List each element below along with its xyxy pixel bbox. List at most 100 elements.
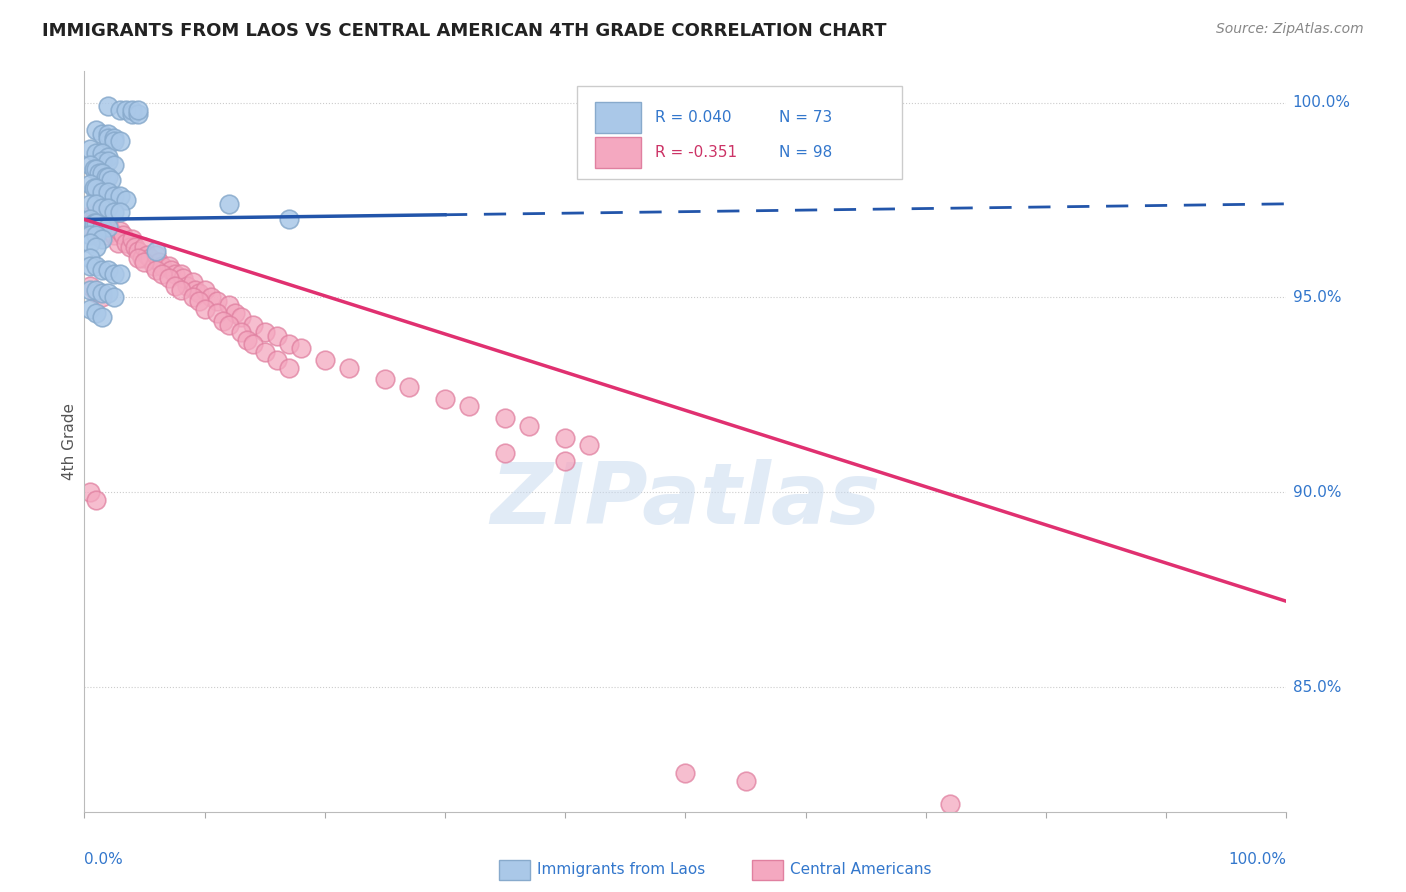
Point xyxy=(163,278,186,293)
FancyBboxPatch shape xyxy=(595,136,641,168)
Point xyxy=(86,283,108,297)
Point xyxy=(145,263,167,277)
Point xyxy=(86,286,108,301)
Point xyxy=(115,103,138,118)
Point xyxy=(184,283,207,297)
Point xyxy=(242,337,264,351)
Point xyxy=(229,310,252,324)
Text: Central Americans: Central Americans xyxy=(790,863,932,877)
Point xyxy=(79,197,101,211)
Point xyxy=(127,103,149,118)
Point xyxy=(86,259,108,273)
Point xyxy=(97,263,120,277)
Point xyxy=(103,189,125,203)
Point xyxy=(290,341,312,355)
Point xyxy=(86,197,108,211)
Point xyxy=(398,380,420,394)
Point xyxy=(86,123,108,137)
Point xyxy=(110,189,132,203)
Point xyxy=(97,201,120,215)
Point xyxy=(91,290,114,304)
Point xyxy=(87,166,110,180)
Point xyxy=(266,329,288,343)
Point xyxy=(94,227,117,242)
Point xyxy=(145,247,167,261)
Point xyxy=(91,185,114,199)
Point xyxy=(277,337,299,351)
Point xyxy=(103,290,125,304)
Text: ZIPatlas: ZIPatlas xyxy=(491,459,880,542)
Point xyxy=(79,252,101,266)
Point xyxy=(87,212,110,227)
Point xyxy=(211,314,233,328)
Point xyxy=(554,454,576,468)
Point xyxy=(939,797,962,811)
Point xyxy=(91,201,114,215)
Point xyxy=(86,181,108,195)
Point xyxy=(200,290,222,304)
Point xyxy=(91,310,114,324)
Point xyxy=(169,283,191,297)
Point xyxy=(91,220,114,235)
Point xyxy=(97,185,120,199)
Point xyxy=(86,216,108,230)
Point xyxy=(79,212,101,227)
Point xyxy=(229,326,252,340)
Point xyxy=(181,290,204,304)
Text: N = 98: N = 98 xyxy=(779,145,832,160)
Point xyxy=(86,204,108,219)
Y-axis label: 4th Grade: 4th Grade xyxy=(62,403,77,480)
Point xyxy=(127,107,149,121)
Point xyxy=(97,153,120,168)
Point xyxy=(86,146,108,161)
Point xyxy=(83,212,105,227)
Text: 100.0%: 100.0% xyxy=(1229,853,1286,867)
Point xyxy=(79,220,101,235)
Point xyxy=(139,252,162,266)
Point xyxy=(86,161,108,176)
Point xyxy=(675,765,697,780)
Point xyxy=(110,267,132,281)
Text: 0.0%: 0.0% xyxy=(84,853,124,867)
Point xyxy=(103,267,125,281)
Point xyxy=(554,431,576,445)
Point xyxy=(434,392,457,406)
Point xyxy=(118,240,141,254)
Point xyxy=(172,271,194,285)
Point xyxy=(187,294,209,309)
Text: Immigrants from Laos: Immigrants from Laos xyxy=(537,863,706,877)
Point xyxy=(277,360,299,375)
Point xyxy=(277,212,299,227)
Point xyxy=(79,259,101,273)
Point xyxy=(110,224,132,238)
Text: 95.0%: 95.0% xyxy=(1292,290,1341,305)
Point xyxy=(115,193,138,207)
Point xyxy=(79,178,101,192)
Text: IMMIGRANTS FROM LAOS VS CENTRAL AMERICAN 4TH GRADE CORRELATION CHART: IMMIGRANTS FROM LAOS VS CENTRAL AMERICAN… xyxy=(42,22,887,40)
Point xyxy=(169,267,191,281)
Point xyxy=(181,275,204,289)
Point xyxy=(91,232,114,246)
Point xyxy=(83,161,105,176)
Point xyxy=(79,227,101,242)
Point xyxy=(124,240,146,254)
Point xyxy=(91,220,114,235)
Point xyxy=(91,127,114,141)
Point xyxy=(242,318,264,332)
Point xyxy=(517,419,540,434)
Point xyxy=(374,372,396,386)
Point xyxy=(145,244,167,258)
Text: R = -0.351: R = -0.351 xyxy=(655,145,738,160)
Point xyxy=(205,294,228,309)
Point xyxy=(127,252,149,266)
Point xyxy=(91,286,114,301)
Point xyxy=(115,235,138,250)
Point xyxy=(86,216,108,230)
Point xyxy=(187,286,209,301)
Point xyxy=(91,153,114,168)
Point xyxy=(194,301,217,316)
Point xyxy=(97,150,120,164)
Point xyxy=(86,240,108,254)
Point xyxy=(494,411,516,425)
Point xyxy=(734,773,756,788)
